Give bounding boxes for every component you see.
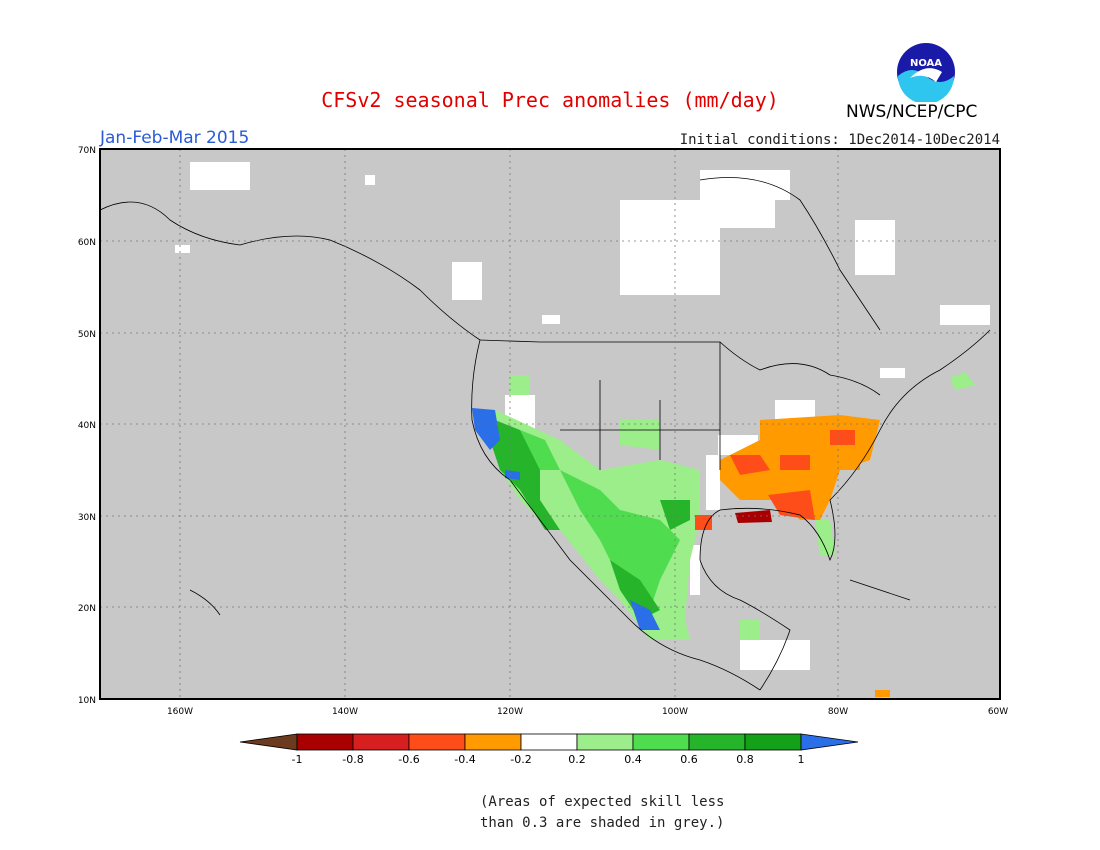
lon-tick-label: 80W [828, 707, 848, 717]
lat-tick-label: 30N [78, 513, 96, 523]
colorbar-label: -0.2 [510, 753, 531, 766]
neutral-anomaly-areas [175, 162, 990, 670]
colorbar-segment [632, 733, 690, 751]
lat-tick-label: 40N [78, 421, 96, 431]
lat-tick-label: 60N [78, 238, 96, 248]
lon-tick-label: 140W [332, 707, 358, 717]
colorbar-labels: -1 -0.8 -0.6 -0.4 -0.2 0.2 0.4 0.6 0.8 1 [292, 753, 805, 766]
colorbar-segment [688, 733, 746, 751]
lon-tick-label: 120W [497, 707, 523, 717]
colorbar-label: 0.4 [624, 753, 642, 766]
map-title: CFSv2 seasonal Prec anomalies (mm/day) [321, 88, 779, 112]
colorbar-segment [744, 733, 802, 751]
lon-tick-label: 160W [167, 707, 193, 717]
lat-tick-label: 50N [78, 330, 96, 340]
lat-tick-label: 70N [78, 146, 96, 156]
gridlines [100, 149, 1000, 699]
lat-axis: 70N 60N 50N 40N 30N 20N 10N [78, 146, 96, 706]
skill-note: (Areas of expected skill less than 0.3 a… [480, 792, 724, 834]
map-frame [99, 148, 1001, 700]
colorbar-segment [352, 733, 410, 751]
lat-tick-label: 20N [78, 604, 96, 614]
colorbar-segment [296, 733, 354, 751]
colorbar-label: -0.4 [454, 753, 475, 766]
skill-note-line-2: than 0.3 are shaded in grey.) [480, 815, 725, 831]
colorbar-arrow-high [800, 733, 859, 751]
colorbar-segment [464, 733, 522, 751]
forecast-period: Jan-Feb-Mar 2015 [100, 128, 250, 148]
colorbar-label: -1 [292, 753, 303, 766]
colorbar-segment [576, 733, 634, 751]
lon-tick-label: 60W [988, 707, 1008, 717]
colorbar-label: 0.8 [736, 753, 754, 766]
strong-wet-areas [472, 408, 660, 630]
colorbar [239, 733, 859, 751]
colorbar-segment [520, 733, 578, 751]
colorbar-label: 1 [798, 753, 805, 766]
colorbar-label: 0.6 [680, 753, 698, 766]
lat-tick-label: 10N [78, 696, 96, 706]
coastlines [99, 177, 991, 691]
lon-tick-label: 100W [662, 707, 688, 717]
lon-axis: 160W 140W 120W 100W 80W 60W [167, 707, 1008, 717]
skill-note-line-1: (Areas of expected skill less [480, 794, 725, 810]
colorbar-segment [408, 733, 466, 751]
dry-anomaly-areas [695, 415, 890, 697]
colorbar-arrow-low [239, 733, 298, 751]
colorbar-label: 0.2 [568, 753, 586, 766]
noaa-logo-icon: NOAA [897, 43, 955, 102]
colorbar-label: -0.6 [398, 753, 419, 766]
agency-label: NWS/NCEP/CPC [846, 102, 978, 122]
colorbar-label: -0.8 [342, 753, 363, 766]
wet-anomaly-areas [490, 372, 975, 640]
logo-text: NOAA [910, 58, 942, 69]
initial-conditions: Initial conditions: 1Dec2014-10Dec2014 [679, 132, 1000, 148]
